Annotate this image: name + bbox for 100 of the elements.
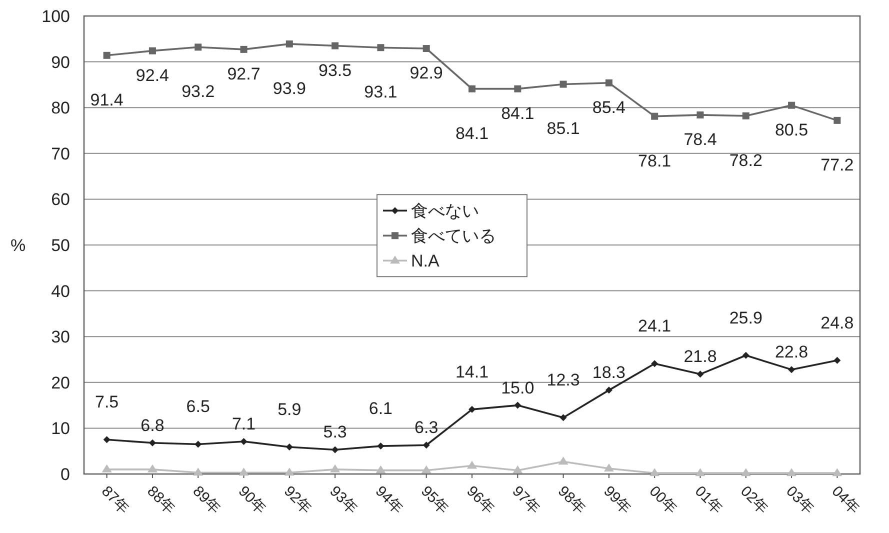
data-label: 78.4	[684, 130, 717, 149]
point	[742, 112, 750, 120]
data-label: 78.2	[729, 150, 762, 170]
point	[514, 85, 522, 92]
data-label: 93.1	[364, 82, 398, 102]
point	[240, 46, 248, 53]
data-label: 93.5	[318, 60, 352, 80]
point	[332, 42, 339, 50]
point	[560, 414, 567, 422]
point	[148, 439, 156, 446]
y-tick-label: 50	[51, 236, 70, 255]
data-label: 84.1	[501, 104, 534, 123]
point	[422, 442, 430, 449]
data-label: 92.4	[136, 66, 170, 85]
point	[514, 402, 522, 409]
x-tick-label: 97年	[508, 482, 544, 518]
data-label: 7.1	[232, 414, 256, 434]
x-tick-label: 93年	[326, 482, 361, 518]
point	[832, 468, 842, 476]
data-label: 77.2	[820, 155, 854, 174]
data-label: 22.8	[774, 342, 808, 362]
point	[560, 80, 567, 88]
y-tick-label: 100	[42, 7, 70, 26]
point	[651, 112, 658, 120]
point	[284, 468, 294, 476]
data-label: 91.4	[90, 90, 124, 110]
x-tick-label: 04年	[828, 482, 863, 518]
data-label: 85.1	[546, 119, 580, 138]
point	[467, 460, 477, 469]
x-tick-label: 94年	[372, 482, 406, 518]
point	[332, 446, 339, 454]
data-label: 21.8	[684, 347, 717, 366]
x-tick-label: 98年	[554, 482, 589, 518]
y-tick-label: 60	[51, 190, 70, 210]
point	[194, 440, 202, 448]
x-tick-label: 00年	[646, 482, 680, 518]
point	[834, 116, 841, 124]
point	[696, 111, 704, 118]
point	[468, 406, 476, 413]
point	[696, 370, 704, 378]
data-label: 93.9	[272, 78, 306, 98]
y-tick-label: 40	[51, 282, 70, 301]
x-tick-label: 92年	[280, 482, 316, 518]
data-label: 6.8	[140, 416, 164, 435]
x-tick-label: 96年	[463, 482, 498, 518]
data-label: 6.5	[186, 397, 210, 416]
point	[238, 468, 249, 476]
point	[376, 465, 386, 474]
x-tick-label: 01年	[691, 482, 726, 518]
x-tick-label: 03年	[782, 482, 818, 518]
data-label: 92.7	[227, 64, 260, 84]
x-tick-label: 02年	[737, 482, 772, 518]
x-tick-label: 88年	[144, 482, 178, 518]
data-label: 12.3	[546, 370, 580, 390]
y-axis-title: %	[10, 236, 26, 255]
data-label: 85.4	[592, 98, 626, 117]
point	[742, 352, 750, 359]
data-label: 92.9	[410, 64, 443, 83]
x-tick-label: 99年	[600, 482, 635, 518]
y-tick-label: 90	[51, 52, 70, 72]
point	[605, 386, 612, 394]
legend-label: N.A	[411, 252, 440, 271]
y-tick-label: 70	[51, 144, 70, 164]
data-label: 93.2	[182, 82, 215, 102]
point	[695, 468, 706, 476]
data-label: 24.8	[820, 313, 854, 332]
point	[786, 468, 797, 476]
point	[422, 45, 430, 52]
point	[421, 465, 432, 474]
point	[103, 52, 110, 59]
y-tick-label: 80	[51, 98, 70, 118]
point	[240, 438, 248, 445]
point	[740, 468, 751, 476]
y-tick-label: 0	[60, 465, 70, 484]
point	[834, 356, 841, 364]
point	[512, 465, 523, 474]
point	[147, 464, 158, 472]
point	[788, 366, 796, 374]
x-tick-label: 95年	[418, 482, 452, 518]
data-label: 15.0	[501, 378, 534, 398]
data-label: 78.1	[638, 151, 672, 170]
x-tick-label: 90年	[234, 482, 270, 518]
data-label: 18.3	[592, 363, 626, 382]
point	[286, 40, 293, 48]
x-tick-label: 89年	[189, 482, 224, 518]
y-tick-label: 10	[51, 419, 70, 438]
point	[377, 44, 384, 52]
y-tick-label: 30	[51, 328, 70, 347]
point	[651, 360, 658, 368]
point	[468, 85, 476, 92]
data-label: 5.9	[278, 400, 302, 419]
point	[103, 436, 110, 444]
point	[194, 44, 202, 51]
data-label: 7.5	[95, 392, 119, 412]
legend-label: 食べない	[411, 202, 479, 221]
data-label: 6.1	[368, 399, 393, 418]
data-label: 25.9	[729, 308, 762, 328]
y-tick-label: 20	[51, 373, 70, 392]
point	[788, 102, 796, 109]
point	[193, 468, 204, 476]
